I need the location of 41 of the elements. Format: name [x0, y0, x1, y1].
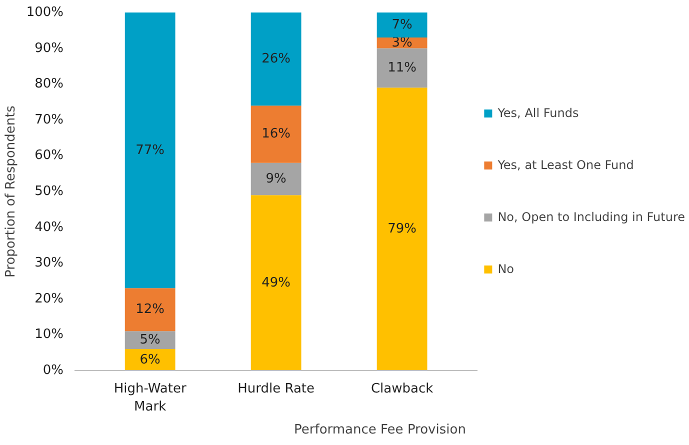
bar	[124, 331, 176, 350]
y-tick-label: 70%	[34, 112, 64, 128]
y-tick-label: 30%	[34, 256, 64, 271]
bar	[250, 12, 302, 106]
x-axis-title: Performance Fee Provision	[294, 422, 466, 438]
data-label: 16%	[262, 126, 291, 142]
y-axis-title: Proportion of Respondents	[3, 105, 18, 278]
data-label: 6%	[140, 352, 160, 368]
bar	[376, 88, 428, 370]
legend-label: No	[498, 262, 516, 276]
bar	[250, 195, 302, 370]
data-label: 11%	[388, 60, 417, 76]
data-label: 12%	[136, 302, 165, 318]
bar	[250, 106, 302, 163]
y-tick-label: 100%	[26, 5, 64, 20]
data-label: 26%	[262, 52, 291, 67]
bar	[376, 48, 428, 88]
legend-label: Yes, All Funds	[498, 106, 579, 120]
bar	[376, 12, 428, 38]
y-tick-label: 80%	[34, 76, 64, 92]
y-tick-label: 60%	[34, 148, 64, 164]
data-label: 49%	[262, 275, 291, 290]
data-label: 7%	[392, 18, 412, 33]
data-label: 77%	[136, 142, 165, 158]
y-tick-label: 0%	[42, 363, 64, 378]
y-tick-label: 90%	[34, 40, 64, 56]
y-tick-label: 50%	[34, 184, 64, 199]
bar	[124, 288, 176, 332]
x-tick-label: High-Water Mark	[114, 382, 187, 414]
legend-label: Yes, at Least One Fund	[498, 158, 634, 172]
data-label: 5%	[140, 332, 160, 348]
legend-label: No, Open to Including in Future	[498, 210, 685, 224]
y-tick-label: 10%	[34, 327, 64, 342]
y-tick-label: 20%	[34, 291, 64, 306]
bar	[124, 12, 176, 288]
data-label: 9%	[266, 171, 286, 186]
data-label: 79%	[388, 222, 417, 237]
y-tick-label: 40%	[34, 220, 64, 235]
x-tick-label: Hurdle Rate	[238, 382, 315, 396]
bar	[250, 162, 302, 196]
x-tick-label: Clawback	[370, 382, 434, 396]
